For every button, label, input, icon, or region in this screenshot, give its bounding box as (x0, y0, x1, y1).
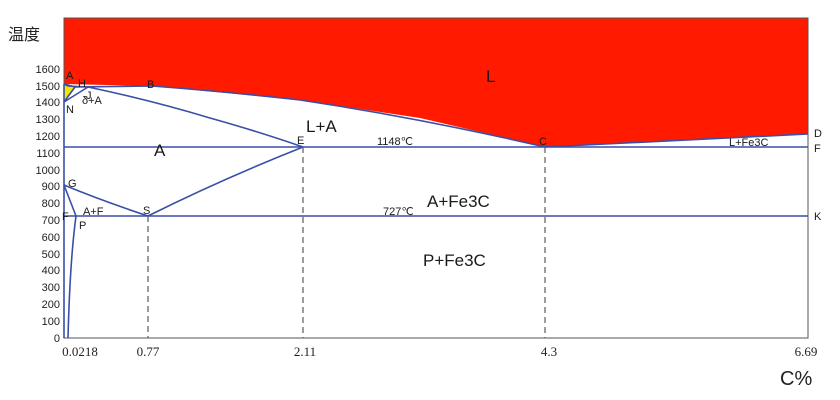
gp-line (63, 184, 77, 217)
point-label-f-right: F (814, 143, 821, 155)
point-labels: A H B J N E C D F G S F P K (62, 70, 822, 232)
x-tick: 0.77 (137, 344, 160, 359)
phase-lines (63, 83, 809, 339)
y-tick: 1400 (36, 97, 60, 109)
solidus-line (63, 83, 304, 148)
y-tick: 1000 (36, 165, 60, 177)
point-label-c: C (539, 136, 547, 148)
y-tick: 300 (42, 282, 60, 294)
region-label-liquid: L (486, 67, 495, 86)
x-tick: 0.0218 (62, 344, 98, 359)
y-tick: 1600 (36, 64, 60, 76)
point-label-s: S (143, 205, 150, 217)
y-tick: 1100 (36, 148, 60, 160)
y-tick: 500 (42, 249, 60, 261)
a3-line-gs (63, 184, 149, 217)
region-label-austenite: A (154, 141, 166, 160)
y-tick: 800 (42, 198, 60, 210)
y-tick: 100 (42, 316, 60, 328)
point-label-g: G (68, 178, 77, 190)
point-label-b: B (147, 79, 154, 91)
point-label-a: A (66, 70, 74, 82)
y-tick: 600 (42, 232, 60, 244)
point-label-j: J (86, 90, 92, 102)
pq-solvus-line (67, 215, 77, 339)
x-tick: 2.11 (294, 344, 316, 359)
delta-boundary-hn (63, 86, 76, 103)
y-tick: 200 (42, 299, 60, 311)
point-label-k: K (814, 211, 822, 223)
delta-boundary-jn (63, 86, 89, 103)
region-label-liquid-cementite: L+Fe3C (729, 137, 768, 149)
point-label-h: H (78, 78, 86, 90)
region-label-austenite-ferrite: A+F (83, 206, 104, 218)
region-label-pearlite-cementite: P+Fe3C (423, 251, 486, 270)
x-axis-title: C% (780, 368, 812, 390)
guide-lines (147, 147, 546, 338)
y-tick: 0 (54, 333, 60, 345)
x-tick: 4.3 (541, 344, 557, 359)
y-tick: 1500 (36, 81, 60, 93)
y-tick: 900 (42, 181, 60, 193)
isotherm-label-1148: 1148℃ (377, 136, 413, 148)
y-tick: 400 (42, 265, 60, 277)
liquid-region (64, 18, 808, 147)
y-tick: 1300 (36, 114, 60, 126)
x-tick: 6.69 (795, 344, 818, 359)
y-axis-title: 温度 (8, 25, 40, 44)
isotherm-label-727: 727℃ (383, 206, 414, 218)
point-label-d: D (814, 128, 822, 140)
point-label-n: N (66, 104, 74, 116)
y-tick-labels: 0 100 200 300 400 500 600 700 800 900 10… (36, 64, 60, 345)
point-label-e: E (297, 135, 304, 147)
region-label-liquid-austenite: L+A (306, 117, 337, 136)
liquidus-line (63, 83, 809, 148)
x-tick-labels: 0.0218 0.77 2.11 4.3 6.69 (62, 344, 817, 359)
point-label-f-left: F (62, 211, 69, 223)
point-label-p: P (79, 220, 86, 232)
y-tick: 700 (42, 215, 60, 227)
region-label-delta-austenite: δ+A (82, 95, 103, 107)
y-tick: 1200 (36, 131, 60, 143)
acm-line-es (147, 146, 304, 217)
region-label-austenite-cementite: A+Fe3C (427, 192, 490, 211)
